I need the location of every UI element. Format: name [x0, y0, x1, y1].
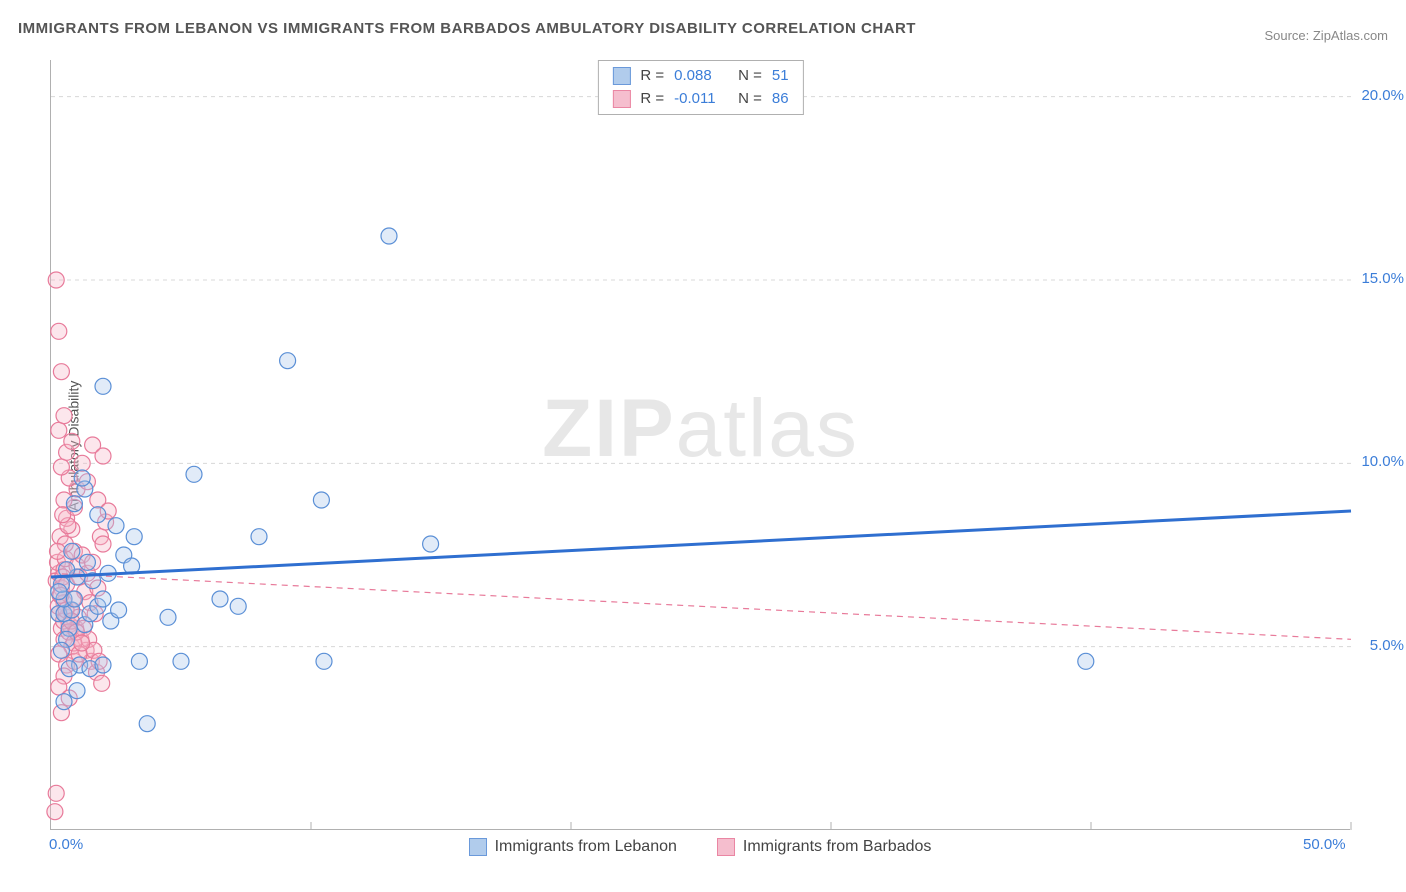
lebanon-point [74, 470, 90, 486]
lebanon-point [251, 529, 267, 545]
barbados-point [74, 455, 90, 471]
barbados-point [53, 459, 69, 475]
lebanon-point [69, 683, 85, 699]
lebanon-point [381, 228, 397, 244]
lebanon-point [139, 716, 155, 732]
barbados-point [53, 364, 69, 380]
lebanon-point [61, 661, 77, 677]
barbados-swatch [717, 838, 735, 856]
barbados-point [48, 785, 64, 801]
chart-title: IMMIGRANTS FROM LEBANON VS IMMIGRANTS FR… [18, 20, 916, 37]
legend-item-barbados: Immigrants from Barbados [717, 838, 932, 856]
lebanon-swatch [469, 838, 487, 856]
r-value: -0.011 [674, 88, 728, 111]
lebanon-trendline [51, 511, 1351, 577]
lebanon-point [111, 602, 127, 618]
legend-series: Immigrants from Lebanon Immigrants from B… [50, 838, 1350, 856]
r-label: R = [640, 88, 664, 111]
lebanon-point [126, 529, 142, 545]
lebanon-point [313, 492, 329, 508]
legend-correlation-box: R = 0.088 N = 51 R = -0.011 N = 86 [597, 60, 803, 115]
lebanon-point [230, 598, 246, 614]
y-tick-label: 15.0% [1361, 270, 1404, 287]
lebanon-point [66, 591, 82, 607]
lebanon-point [316, 653, 332, 669]
r-value: 0.088 [674, 65, 728, 88]
barbados-swatch [612, 90, 630, 108]
y-tick-label: 10.0% [1361, 453, 1404, 470]
lebanon-point [160, 609, 176, 625]
lebanon-point [51, 584, 67, 600]
lebanon-point [131, 653, 147, 669]
legend-label: Immigrants from Lebanon [495, 838, 677, 856]
barbados-point [94, 675, 110, 691]
lebanon-point [64, 543, 80, 559]
source-attribution: Source: ZipAtlas.com [1264, 28, 1388, 43]
plot-area: ZIPatlas R =0.088N =51R =-0.011N =86 5.0… [50, 60, 1350, 830]
barbados-point [56, 408, 72, 424]
lebanon-point [108, 518, 124, 534]
barbados-point [47, 804, 63, 820]
barbados-point [95, 536, 111, 552]
n-label: N = [738, 65, 762, 88]
barbados-point [51, 323, 67, 339]
lebanon-point [95, 591, 111, 607]
lebanon-point [53, 642, 69, 658]
barbados-point [64, 433, 80, 449]
barbados-point [95, 448, 111, 464]
lebanon-point [186, 466, 202, 482]
y-tick-label: 20.0% [1361, 87, 1404, 104]
lebanon-point [280, 353, 296, 369]
lebanon-point [1078, 653, 1094, 669]
barbados-point [51, 422, 67, 438]
lebanon-point [212, 591, 228, 607]
lebanon-point [66, 496, 82, 512]
lebanon-point [173, 653, 189, 669]
barbados-point [50, 543, 66, 559]
lebanon-point [95, 378, 111, 394]
lebanon-point [79, 554, 95, 570]
legend-top-row-lebanon: R = 0.088 N = 51 [612, 65, 788, 88]
n-value: 51 [772, 65, 789, 88]
n-label: N = [738, 88, 762, 111]
legend-top-row-barbados: R = -0.011 N = 86 [612, 88, 788, 111]
lebanon-point [423, 536, 439, 552]
y-tick-label: 5.0% [1370, 637, 1404, 654]
n-value: 86 [772, 88, 789, 111]
barbados-point [74, 635, 90, 651]
lebanon-swatch [612, 67, 630, 85]
r-label: R = [640, 65, 664, 88]
lebanon-point [95, 657, 111, 673]
legend-label: Immigrants from Barbados [743, 838, 932, 856]
legend-item-lebanon: Immigrants from Lebanon [469, 838, 677, 856]
scatter-plot-svg [51, 60, 1351, 830]
lebanon-point [56, 694, 72, 710]
lebanon-point [90, 507, 106, 523]
barbados-point [48, 272, 64, 288]
